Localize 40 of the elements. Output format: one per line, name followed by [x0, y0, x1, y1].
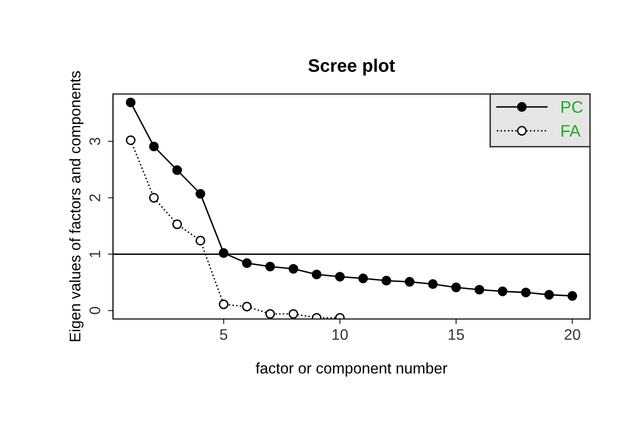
point: [382, 276, 392, 286]
point: [544, 290, 554, 300]
point: [172, 165, 182, 175]
legend-label: PC: [562, 101, 583, 113]
point: [172, 219, 182, 230]
y-tick-label: 2: [89, 194, 100, 202]
point: [312, 270, 322, 280]
point: [288, 309, 298, 319]
x-tick-label: 10: [332, 329, 348, 340]
y-tick-label: 3: [89, 138, 100, 146]
point: [196, 236, 206, 246]
point: [428, 279, 438, 289]
x-tick-label: 15: [448, 329, 464, 340]
x-axis-title: factor or component number: [256, 362, 448, 377]
point: [498, 286, 508, 296]
point: [265, 262, 275, 272]
point: [126, 98, 136, 108]
y-tick-label: 1: [90, 250, 100, 258]
point: [474, 284, 484, 295]
point: [149, 192, 159, 203]
point: [242, 258, 252, 268]
point: [288, 264, 298, 274]
legend-label: FA: [562, 125, 581, 137]
point: [520, 288, 531, 298]
point: [126, 135, 136, 146]
point: [335, 272, 345, 282]
point: [358, 274, 368, 284]
point: [567, 291, 578, 301]
chart-title: Scree plot: [308, 58, 395, 76]
point: [451, 282, 461, 292]
point: [149, 142, 159, 152]
x-tick-label: 20: [564, 329, 580, 340]
x-tick-label: 5: [220, 329, 228, 340]
y-tick-label: 0: [89, 306, 100, 314]
y-axis-title: Eigen values of factors and components: [69, 71, 84, 342]
point: [242, 302, 252, 312]
point: [265, 309, 275, 319]
point: [404, 276, 414, 287]
point: [218, 299, 229, 310]
point: [196, 188, 206, 199]
